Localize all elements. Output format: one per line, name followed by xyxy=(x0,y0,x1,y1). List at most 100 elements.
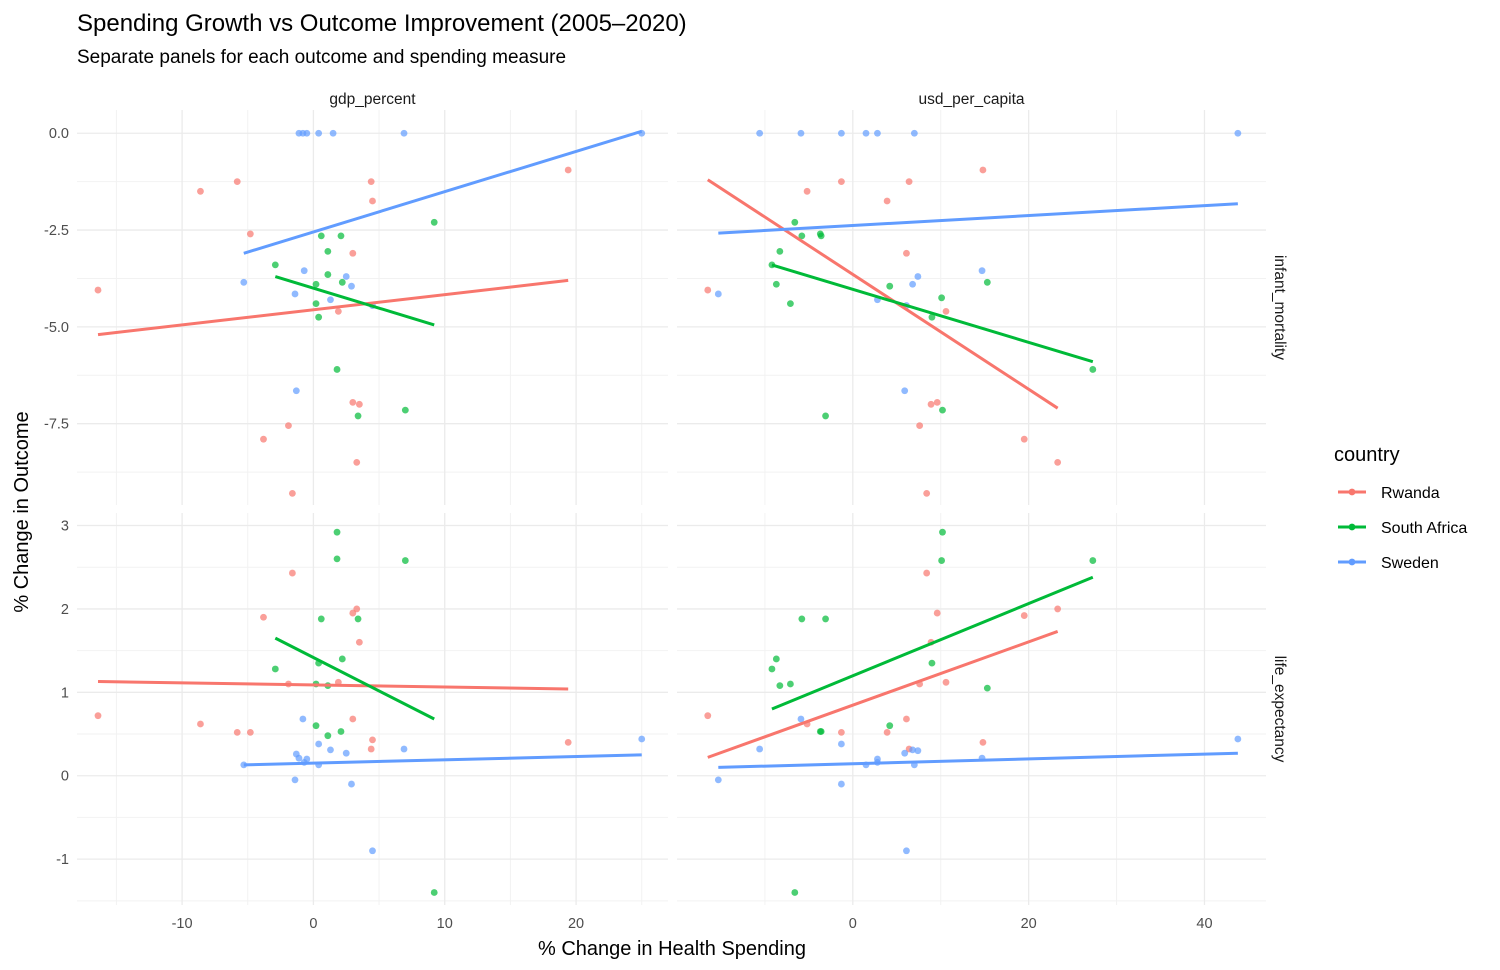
facet-panel-gdp_percent-infant_mortality: 0.0 -2.5 -5.0 -7.5 xyxy=(44,110,668,505)
data-point-south-africa xyxy=(886,722,894,730)
y-tick-label: 0 xyxy=(61,769,69,785)
data-point-south-africa xyxy=(928,313,936,321)
data-point-rwanda xyxy=(288,569,296,577)
data-point-south-africa xyxy=(776,247,784,255)
data-point-sweden xyxy=(978,267,986,275)
data-point-south-africa xyxy=(817,728,825,735)
data-point-rwanda xyxy=(1020,435,1028,443)
data-point-south-africa xyxy=(354,615,362,623)
data-point-rwanda xyxy=(923,489,931,497)
data-point-sweden xyxy=(342,273,350,280)
data-point-south-africa xyxy=(983,278,991,286)
legend-label: South Africa xyxy=(1381,520,1467,537)
legend-key-point xyxy=(1348,488,1356,496)
data-point-sweden xyxy=(400,129,408,137)
data-point-south-africa xyxy=(354,412,362,420)
data-point-rwanda xyxy=(979,166,987,174)
data-point-rwanda xyxy=(355,400,363,408)
legend-key-point xyxy=(1348,523,1356,531)
data-point-south-africa xyxy=(430,889,438,896)
data-point-south-africa xyxy=(822,615,829,623)
data-point-sweden xyxy=(299,715,307,723)
data-point-south-africa xyxy=(938,557,946,564)
data-point-sweden xyxy=(342,749,350,757)
data-point-rwanda xyxy=(916,422,924,430)
chart-title: Spending Growth vs Outcome Improvement (… xyxy=(77,10,687,37)
data-point-rwanda xyxy=(197,720,204,728)
data-point-rwanda xyxy=(355,638,363,646)
x-tick-label: -10 xyxy=(172,916,193,932)
data-point-rwanda xyxy=(564,738,572,746)
data-point-rwanda xyxy=(334,307,342,315)
data-point-rwanda xyxy=(704,712,712,720)
y-tick-label: 0.0 xyxy=(49,126,69,142)
legend: country Rwanda South Africa Sweden xyxy=(1334,444,1467,572)
data-point-south-africa xyxy=(787,300,794,308)
fit-line-rwanda xyxy=(97,679,569,691)
data-point-sweden xyxy=(315,740,323,748)
data-point-sweden xyxy=(874,129,881,137)
facet-panel-usd_per_capita-life_expectancy: 0 20 40 xyxy=(677,513,1266,932)
data-point-south-africa xyxy=(338,655,346,663)
data-point-sweden xyxy=(909,280,916,288)
data-point-rwanda xyxy=(260,613,267,621)
data-point-rwanda xyxy=(803,187,811,195)
data-point-rwanda xyxy=(837,728,845,736)
data-point-rwanda xyxy=(197,187,204,195)
legend-title: country xyxy=(1334,444,1400,466)
x-tick-label: 40 xyxy=(1196,916,1212,932)
data-point-sweden xyxy=(638,735,646,743)
data-point-rwanda xyxy=(903,249,910,257)
data-point-rwanda xyxy=(933,609,941,617)
data-point-rwanda xyxy=(704,286,712,294)
data-point-rwanda xyxy=(933,398,941,406)
data-point-south-africa xyxy=(312,722,320,730)
data-point-sweden xyxy=(369,847,376,855)
facet-panels: gdp_percent usd_per_capita infant_mortalit… xyxy=(44,91,1288,932)
data-point-sweden xyxy=(292,387,300,395)
data-point-sweden xyxy=(327,746,334,754)
data-point-rwanda xyxy=(353,459,361,466)
data-point-south-africa xyxy=(939,528,946,536)
facet-strip-life_expectancy: life_expectancy xyxy=(1271,656,1288,763)
data-point-south-africa xyxy=(983,684,991,692)
data-point-sweden xyxy=(914,747,922,755)
data-point-rwanda xyxy=(260,435,267,443)
x-tick-label: 20 xyxy=(568,916,584,932)
data-point-rwanda xyxy=(942,307,950,315)
data-point-sweden xyxy=(714,776,722,784)
data-point-south-africa xyxy=(772,655,780,663)
data-point-south-africa xyxy=(271,261,279,269)
fit-line-rwanda xyxy=(706,178,1059,410)
data-point-rwanda xyxy=(1054,459,1062,466)
data-point-rwanda xyxy=(353,605,361,613)
data-point-rwanda xyxy=(923,569,931,577)
data-point-sweden xyxy=(914,273,922,280)
data-point-rwanda xyxy=(369,197,376,205)
data-point-sweden xyxy=(1234,129,1242,137)
data-point-south-africa xyxy=(271,665,279,673)
fit-line-sweden xyxy=(243,129,643,255)
y-axis-title: % Change in Outcome xyxy=(11,411,33,612)
data-point-sweden xyxy=(329,129,337,137)
data-point-south-africa xyxy=(822,412,829,420)
data-point-south-africa xyxy=(324,271,332,278)
data-point-sweden xyxy=(400,745,408,753)
data-point-sweden xyxy=(240,278,248,286)
legend-items: Rwanda South Africa Sweden xyxy=(1338,485,1467,572)
data-point-rwanda xyxy=(979,738,987,746)
data-point-south-africa xyxy=(928,659,936,667)
data-point-rwanda xyxy=(369,736,376,744)
x-tick-label: 10 xyxy=(437,916,453,932)
data-point-rwanda xyxy=(1020,612,1028,619)
data-point-rwanda xyxy=(837,178,845,186)
data-point-south-africa xyxy=(338,278,346,286)
legend-key-point xyxy=(1348,558,1356,566)
x-axis-title: % Change in Health Spending xyxy=(538,938,806,960)
data-point-south-africa xyxy=(798,615,806,623)
data-point-sweden xyxy=(303,129,311,137)
data-point-south-africa xyxy=(787,680,794,688)
data-point-south-africa xyxy=(798,232,806,240)
data-point-rwanda xyxy=(288,489,296,497)
